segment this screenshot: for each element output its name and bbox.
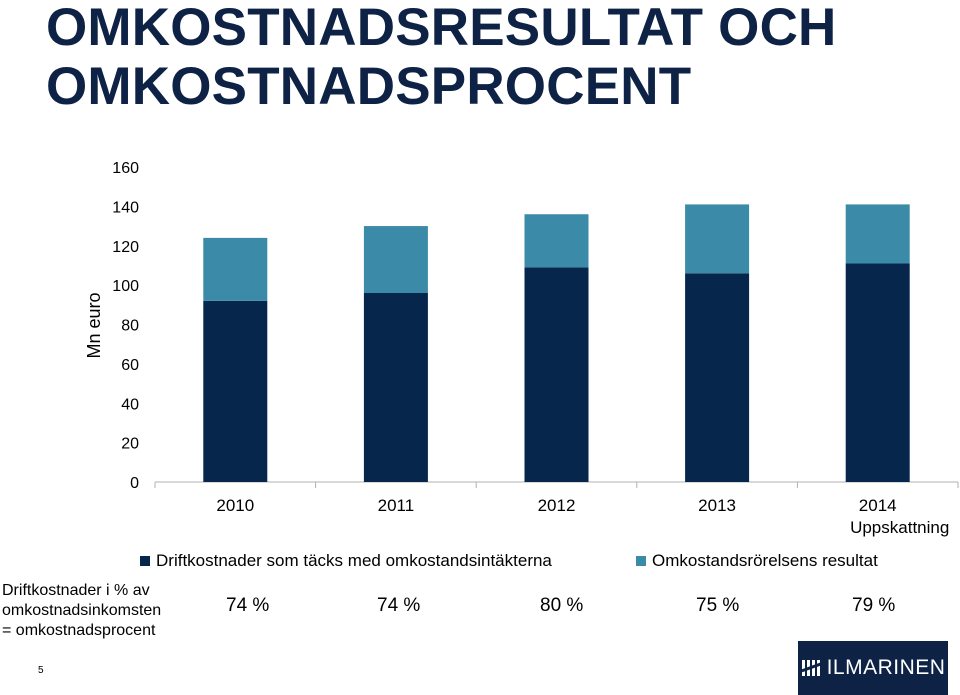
percent-row-label-line: = omkostnadsprocent xyxy=(2,622,156,639)
x-tick-sublabel: Uppskattning xyxy=(850,518,949,537)
legend-swatch-operating-costs xyxy=(140,556,150,566)
bar-result-2010 xyxy=(203,237,268,301)
legend-swatch-result xyxy=(636,556,646,566)
bar-result-2011 xyxy=(363,226,428,293)
legend-item-operating-costs: Driftkostnader som täcks med omkostandsi… xyxy=(140,551,552,571)
bar-operating-costs-2014 xyxy=(845,263,910,482)
legend-item-result: Omkostandsrörelsens resultat xyxy=(636,551,878,571)
bar-result-2014 xyxy=(845,204,910,264)
page-title: OMKOSTNADSRESULTAT OCH OMKOSTNADSPROCENT xyxy=(46,0,837,116)
percent-row-label-line: Driftkostnader i % av xyxy=(2,582,150,599)
percent-row-label-line: omkostnadsinkomsten xyxy=(2,602,162,619)
y-tick-label: 20 xyxy=(121,436,139,453)
x-tick-label: 2011 xyxy=(378,496,415,515)
bar-result-2013 xyxy=(685,204,750,274)
y-tick-label: 120 xyxy=(112,239,139,256)
bar-result-2012 xyxy=(524,214,589,268)
percent-value-2012: 80 % xyxy=(540,595,584,616)
legend-label-result: Omkostandsrörelsens resultat xyxy=(652,551,878,570)
percent-value-2014: 79 % xyxy=(852,595,896,616)
x-tick-label: 2012 xyxy=(538,496,576,515)
bar-operating-costs-2011 xyxy=(363,293,428,482)
x-tick-label: 2014 xyxy=(859,496,897,515)
y-tick-label: 160 xyxy=(112,160,139,177)
percent-value-2013: 75 % xyxy=(696,595,740,616)
percent-value-2010: 74 % xyxy=(226,595,270,616)
page-number: 5 xyxy=(38,665,44,676)
y-axis-title: Mn euro xyxy=(84,292,104,358)
bar-operating-costs-2012 xyxy=(524,267,589,482)
percent-value-2011: 74 % xyxy=(377,595,421,616)
y-tick-label: 40 xyxy=(121,396,139,413)
legend-label-operating-costs: Driftkostnader som täcks med omkostandsi… xyxy=(156,551,552,570)
y-tick-label: 140 xyxy=(112,199,139,216)
ilmarinen-logo-text: ILMARINEN xyxy=(826,656,946,679)
percent-row-label: Driftkostnader i % av omkostnadsinkomste… xyxy=(2,581,161,641)
ilmarinen-logo-icon xyxy=(800,660,821,676)
ilmarinen-logo: ILMARINEN xyxy=(798,641,948,695)
stacked-bar-chart: 0 20 40 60 80 100 120 140 160 Mn euro 2010 2011 2012… xyxy=(84,160,959,537)
y-tick-label: 80 xyxy=(121,318,139,335)
y-tick-label: 60 xyxy=(121,357,139,374)
y-tick-label: 0 xyxy=(130,475,139,492)
x-tick-label: 2010 xyxy=(216,496,254,515)
bar-operating-costs-2010 xyxy=(203,300,268,482)
bar-operating-costs-2013 xyxy=(685,273,750,482)
x-tick-label: 2013 xyxy=(698,496,736,515)
y-tick-label: 100 xyxy=(112,278,139,295)
